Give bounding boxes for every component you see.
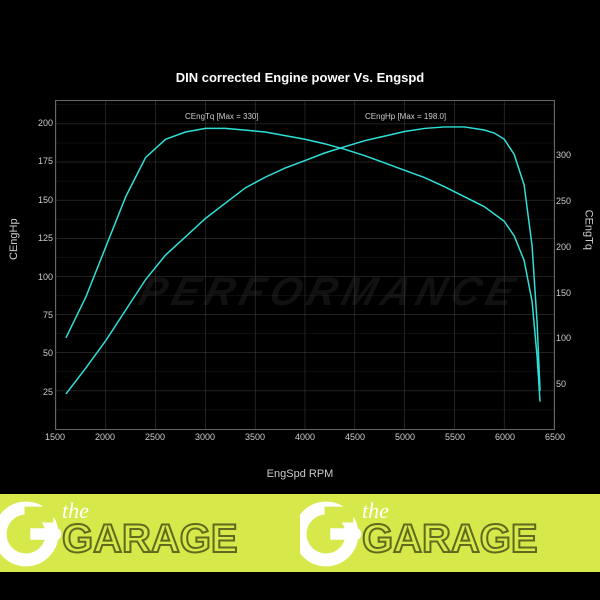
- x-tick: 4000: [295, 432, 315, 442]
- y-right-tick: 200: [556, 242, 571, 252]
- y-left-tick: 75: [43, 310, 53, 320]
- y-left-tick: 150: [38, 195, 53, 205]
- x-tick: 2000: [95, 432, 115, 442]
- chart-annotation: CEngHp [Max = 198.0]: [365, 112, 446, 121]
- plot-area: [55, 100, 555, 430]
- x-axis-label: EngSpd RPM: [0, 468, 600, 480]
- y-right-tick: 150: [556, 288, 571, 298]
- y-right-tick: 300: [556, 150, 571, 160]
- x-tick: 6500: [545, 432, 565, 442]
- footer-banner: the GARAGE the GARAGE: [0, 494, 600, 572]
- y-right-ticks: 50 100 150 200 250 300: [556, 100, 582, 430]
- wrench-g-icon: [300, 498, 362, 570]
- y-right-label: CEngTq: [582, 210, 594, 250]
- x-tick: 6000: [495, 432, 515, 442]
- footer-garage-text: GARAGE: [62, 522, 238, 556]
- x-axis-ticks: 1500200025003000350040004500500055006000…: [55, 432, 555, 444]
- x-tick: 3500: [245, 432, 265, 442]
- y-right-tick: 50: [556, 379, 566, 389]
- y-left-tick: 175: [38, 156, 53, 166]
- tq-curve: [66, 128, 540, 401]
- y-left-tick: 100: [38, 272, 53, 282]
- y-left-tick: 125: [38, 233, 53, 243]
- y-left-label: CEngHp: [8, 218, 20, 260]
- footer-logo-left: the GARAGE: [0, 494, 300, 572]
- dyno-chart: DIN corrected Engine power Vs. Engspd PE…: [0, 70, 600, 490]
- y-right-tick: 250: [556, 196, 571, 206]
- hp-curve: [66, 127, 540, 394]
- y-left-tick: 25: [43, 387, 53, 397]
- y-right-tick: 100: [556, 333, 571, 343]
- x-tick: 5500: [445, 432, 465, 442]
- chart-title: DIN corrected Engine power Vs. Engspd: [0, 70, 600, 85]
- x-tick: 3000: [195, 432, 215, 442]
- x-tick: 4500: [345, 432, 365, 442]
- x-tick: 1500: [45, 432, 65, 442]
- chart-annotation: CEngTq [Max = 330]: [185, 112, 259, 121]
- y-left-ticks: 25 50 75 100 125 150 175 200: [25, 100, 53, 430]
- wrench-g-icon: [0, 498, 62, 570]
- y-left-tick: 200: [38, 118, 53, 128]
- x-tick: 2500: [145, 432, 165, 442]
- y-left-tick: 50: [43, 348, 53, 358]
- x-tick: 5000: [395, 432, 415, 442]
- footer-logo-right: the GARAGE: [300, 494, 600, 572]
- footer-garage-text: GARAGE: [362, 522, 538, 556]
